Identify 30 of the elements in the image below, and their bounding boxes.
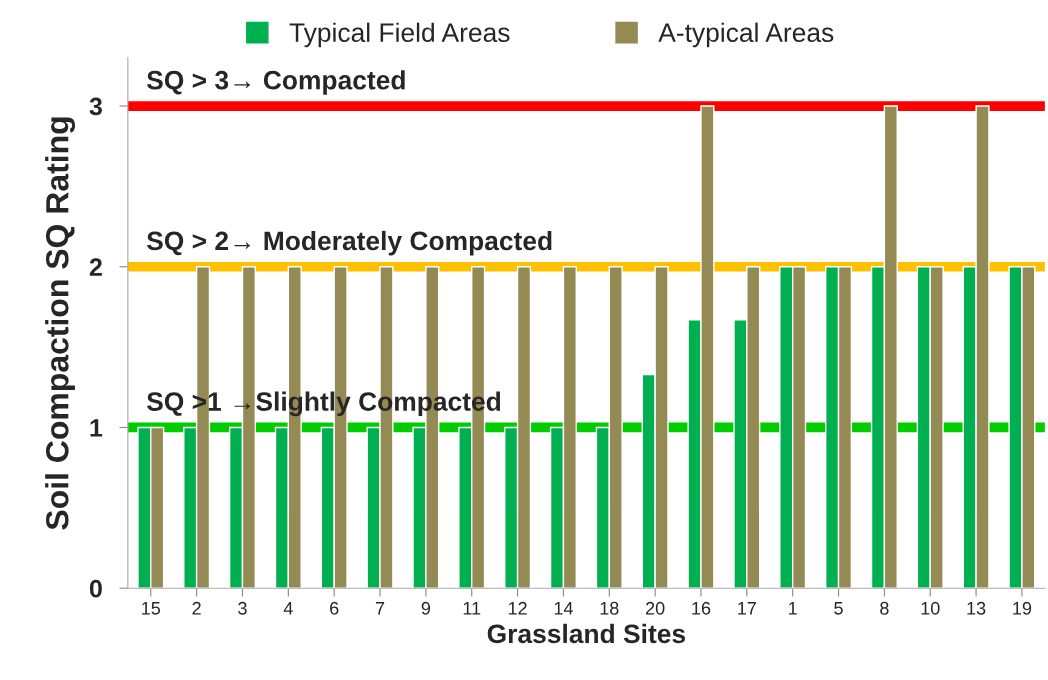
x-tick-label: 2 xyxy=(192,601,201,615)
x-tick-label: 5 xyxy=(834,602,843,615)
y-axis-title: Soil Compaction SQ Rating xyxy=(45,117,76,530)
x-tick-label: 10 xyxy=(921,601,940,615)
x-tick-label: 4 xyxy=(283,602,293,615)
x-tick-label: 18 xyxy=(600,601,619,615)
legend-label: A-typical Areas xyxy=(658,22,834,48)
y-tick-label: 2 xyxy=(89,258,102,276)
x-tick-label: 7 xyxy=(375,602,385,615)
x-tick-label: 9 xyxy=(421,601,431,615)
x-tick-label: 6 xyxy=(330,601,339,615)
x-tick-label: 1 xyxy=(789,602,797,615)
x-tick-label: 12 xyxy=(508,601,527,615)
x-tick-label: 8 xyxy=(880,601,889,615)
x-tick-label: 20 xyxy=(646,601,665,615)
x-tick-label: 3 xyxy=(238,601,247,615)
x-tick-label: 19 xyxy=(1013,601,1032,615)
legend-label: Typical Field Areas xyxy=(289,22,510,48)
x-tick-label: 16 xyxy=(692,601,711,615)
y-tick-label: 1 xyxy=(90,419,103,437)
y-tick-label: 0 xyxy=(89,579,102,598)
x-tick-label: 17 xyxy=(738,602,756,615)
ref-line-label: SQ > 2→ Moderately Compacted xyxy=(146,230,552,256)
x-tick-label: 14 xyxy=(554,602,573,615)
x-axis-title: Grassland Sites xyxy=(487,623,686,644)
x-tick-label: 11 xyxy=(463,602,481,615)
ref-line-label: SQ > 3→ Compacted xyxy=(146,70,405,95)
x-tick-label: 15 xyxy=(142,602,161,615)
y-tick-label: 3 xyxy=(89,97,102,116)
x-tick-label: 13 xyxy=(967,601,986,615)
